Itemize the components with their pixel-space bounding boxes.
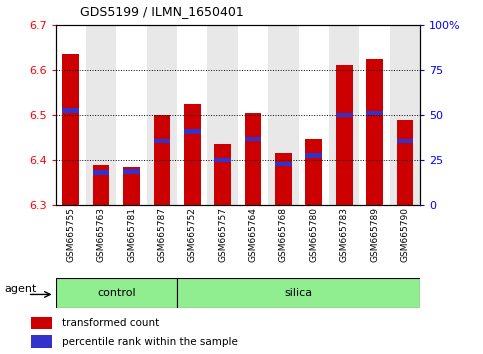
Text: agent: agent [5,284,37,295]
Bar [62,108,79,113]
Bar [336,113,353,117]
Bar [177,25,208,205]
Bar [184,130,200,134]
Bar [123,167,140,205]
Bar [93,165,110,205]
Bar [238,25,268,205]
Bar [305,138,322,205]
Text: percentile rank within the sample: percentile rank within the sample [62,337,238,347]
Bar [336,65,353,205]
Bar [147,25,177,205]
Bar [56,278,177,308]
Bar [177,278,420,308]
Bar [366,59,383,205]
Bar [62,54,79,205]
Bar [31,335,52,348]
Bar [116,25,147,205]
Bar [298,25,329,205]
Bar [245,113,261,205]
Bar [31,317,52,329]
Bar [184,104,200,205]
Bar [275,161,292,166]
Bar [214,158,231,162]
Bar [329,25,359,205]
Bar [123,169,140,174]
Bar [390,25,420,205]
Text: silica: silica [284,288,313,298]
Bar [275,153,292,205]
Bar [366,110,383,115]
Bar [245,137,261,141]
Text: transformed count: transformed count [62,318,159,328]
Bar [397,139,413,143]
Bar [305,153,322,158]
Bar [214,144,231,205]
Bar [268,25,298,205]
Bar [93,170,110,175]
Text: GDS5199 / ILMN_1650401: GDS5199 / ILMN_1650401 [80,5,243,18]
Bar [359,25,390,205]
Bar [397,120,413,205]
Bar [154,138,170,143]
Bar [154,115,170,205]
Text: control: control [97,288,136,298]
Bar [86,25,116,205]
Bar [208,25,238,205]
Bar [56,25,86,205]
